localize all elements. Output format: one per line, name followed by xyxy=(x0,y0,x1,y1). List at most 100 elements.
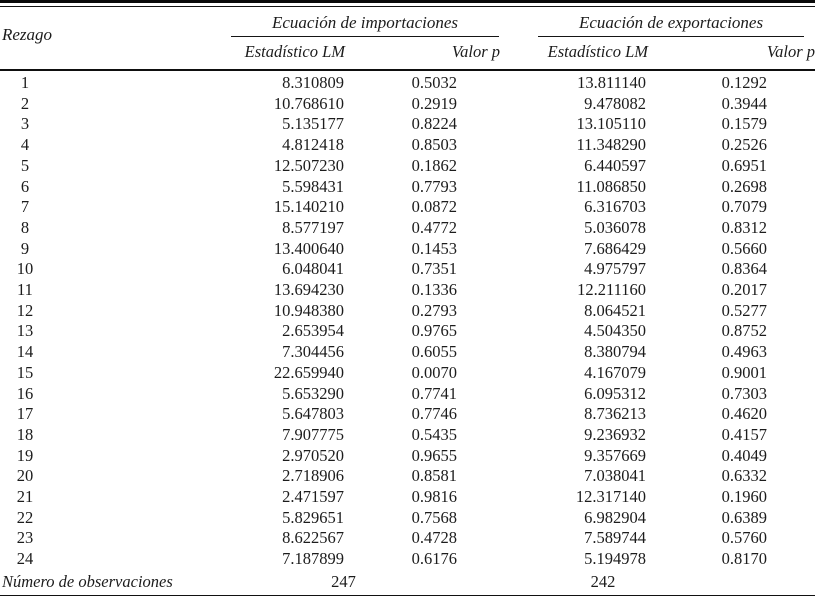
cell-exp-pvalue: 0.6332 xyxy=(721,466,768,486)
cell-exp-lm-stat: 9.357669 xyxy=(584,445,647,465)
cell-imp-lm-stat: 5.135177 xyxy=(282,114,344,134)
cell-exp-lm-stat: 9.236932 xyxy=(584,424,647,444)
cell-rezago: 24 xyxy=(0,549,210,570)
cell-rezago: 14 xyxy=(0,342,210,363)
rezago-value: 1 xyxy=(20,73,30,92)
rezago-value: 17 xyxy=(16,404,34,424)
table-row: 20 2.718906 0.8581 7.038041 0.6332 xyxy=(0,466,815,487)
cell-exp-pvalue: 0.7303 xyxy=(721,383,768,403)
rezago-value: 3 xyxy=(20,114,30,134)
cell-imp-pvalue: 0.6176 xyxy=(411,549,458,569)
rezago-value: 10 xyxy=(16,259,34,279)
cell-imp-pvalue: 0.5032 xyxy=(411,73,458,92)
exp-pvalue-column-header: Valor p xyxy=(648,38,815,71)
cell-imp-pvalue: 0.1862 xyxy=(411,155,458,175)
top-double-rule xyxy=(0,0,815,7)
group-header-exportaciones: Ecuación de exportaciones xyxy=(500,7,815,38)
rezago-column-header: Rezago xyxy=(0,7,210,71)
table-row: 2 10.768610 0.2919 9.478082 0.3944 xyxy=(0,94,815,115)
cell-exp-pvalue: 0.2526 xyxy=(721,135,768,155)
cell-imp-pvalue: 0.8224 xyxy=(411,114,458,134)
cell-imp-pvalue: 0.2793 xyxy=(411,300,458,320)
table-row: 9 13.400640 0.1453 7.686429 0.5660 xyxy=(0,239,815,260)
cell-exp-pvalue: 0.9001 xyxy=(721,362,768,382)
table-row: 5 12.507230 0.1862 6.440597 0.6951 xyxy=(0,156,815,177)
cell-rezago: 19 xyxy=(0,446,210,467)
cell-imp-lm-stat: 5.598431 xyxy=(282,176,344,196)
cell-imp-pvalue: 0.0070 xyxy=(411,362,458,382)
cell-exp-lm-stat: 7.038041 xyxy=(584,466,647,486)
table-row: 3 5.135177 0.8224 13.105110 0.1579 xyxy=(0,114,815,135)
cell-rezago: 21 xyxy=(0,487,210,508)
cell-imp-pvalue: 0.2919 xyxy=(411,93,458,113)
cell-exp-pvalue: 0.1960 xyxy=(721,487,768,507)
cell-imp-lm-stat: 8.310809 xyxy=(282,73,344,92)
table-row: 8 8.577197 0.4772 5.036078 0.8312 xyxy=(0,218,815,239)
cell-imp-pvalue: 0.1453 xyxy=(411,238,458,258)
group-header-importaciones: Ecuación de importaciones xyxy=(210,7,500,38)
table-row: 7 15.140210 0.0872 6.316703 0.7079 xyxy=(0,197,815,218)
rezago-value: 12 xyxy=(16,300,34,320)
group-title-importaciones: Ecuación de importaciones xyxy=(231,12,500,37)
cell-exp-lm-stat: 7.589744 xyxy=(584,528,647,548)
rezago-value: 4 xyxy=(20,135,30,155)
cell-exp-pvalue: 0.7079 xyxy=(721,197,768,217)
cell-exp-pvalue: 0.2698 xyxy=(721,176,768,196)
cell-rezago: 9 xyxy=(0,239,210,260)
cell-rezago: 7 xyxy=(0,197,210,218)
cell-rezago: 1 xyxy=(0,70,210,94)
cell-imp-pvalue: 0.1336 xyxy=(411,280,458,300)
cell-exp-pvalue: 0.4620 xyxy=(721,404,768,424)
cell-rezago: 23 xyxy=(0,528,210,549)
observations-exportaciones: 242 xyxy=(590,571,616,591)
cell-rezago: 6 xyxy=(0,177,210,198)
rezago-value: 24 xyxy=(16,549,34,569)
cell-rezago: 10 xyxy=(0,259,210,280)
cell-imp-lm-stat: 2.718906 xyxy=(282,466,344,486)
imp-stat-column-header: Estadístico LM xyxy=(210,38,345,71)
cell-exp-lm-stat: 7.686429 xyxy=(584,238,647,258)
observations-row: Número de observaciones 247 242 xyxy=(0,570,815,593)
cell-exp-pvalue: 0.4157 xyxy=(721,424,768,444)
table-row: 11 13.694230 0.1336 12.211160 0.2017 xyxy=(0,280,815,301)
cell-imp-lm-stat: 7.304456 xyxy=(282,342,344,362)
cell-imp-lm-stat: 6.048041 xyxy=(282,259,344,279)
cell-exp-lm-stat: 13.105110 xyxy=(576,114,647,134)
cell-exp-lm-stat: 11.348290 xyxy=(576,135,647,155)
cell-imp-lm-stat: 4.812418 xyxy=(282,135,344,155)
cell-imp-lm-stat: 5.653290 xyxy=(282,383,344,403)
cell-exp-pvalue: 0.1292 xyxy=(721,73,768,92)
rezago-value: 11 xyxy=(17,280,33,300)
observations-label: Número de observaciones xyxy=(2,571,173,591)
imp-pvalue-column-header: Valor p xyxy=(345,38,501,71)
cell-imp-pvalue: 0.0872 xyxy=(411,197,458,217)
cell-exp-pvalue: 0.8170 xyxy=(721,549,768,569)
cell-exp-pvalue: 0.2017 xyxy=(721,280,768,300)
table-row: 13 2.653954 0.9765 4.504350 0.8752 xyxy=(0,321,815,342)
table-row: 19 2.970520 0.9655 9.357669 0.4049 xyxy=(0,446,815,467)
table-row: 1 8.310809 0.5032 13.811140 0.1292 xyxy=(0,70,815,94)
observations-importaciones: 247 xyxy=(331,571,356,591)
cell-rezago: 4 xyxy=(0,135,210,156)
bottom-double-rule xyxy=(0,594,815,597)
rezago-value: 20 xyxy=(16,466,34,486)
cell-exp-pvalue: 0.3944 xyxy=(721,93,768,113)
cell-exp-pvalue: 0.1579 xyxy=(721,114,768,134)
cell-imp-lm-stat: 22.659940 xyxy=(273,362,344,382)
rezago-value: 7 xyxy=(20,197,30,217)
cell-imp-pvalue: 0.4728 xyxy=(411,528,458,548)
cell-exp-lm-stat: 6.316703 xyxy=(584,197,647,217)
table-row: 6 5.598431 0.7793 11.086850 0.2698 xyxy=(0,177,815,198)
cell-imp-lm-stat: 2.970520 xyxy=(282,445,344,465)
table-row: 18 7.907775 0.5435 9.236932 0.4157 xyxy=(0,425,815,446)
cell-exp-lm-stat: 8.736213 xyxy=(584,404,647,424)
rezago-value: 2 xyxy=(20,93,30,113)
cell-imp-lm-stat: 8.577197 xyxy=(282,217,344,237)
cell-exp-lm-stat: 8.380794 xyxy=(584,342,647,362)
table-row: 14 7.304456 0.6055 8.380794 0.4963 xyxy=(0,342,815,363)
group-title-exportaciones: Ecuación de exportaciones xyxy=(538,12,805,37)
cell-exp-lm-stat: 8.064521 xyxy=(584,300,647,320)
cell-imp-lm-stat: 2.653954 xyxy=(282,321,344,341)
cell-exp-lm-stat: 6.440597 xyxy=(584,155,647,175)
cell-imp-pvalue: 0.6055 xyxy=(411,342,458,362)
